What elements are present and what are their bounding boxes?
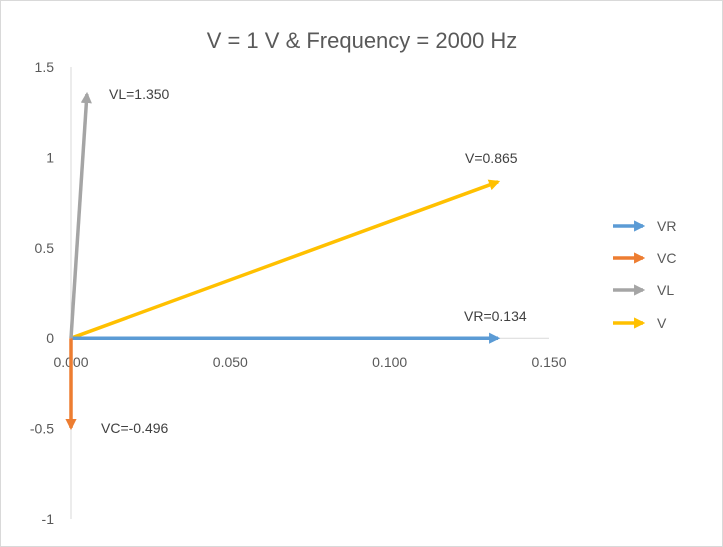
chart-title: V = 1 V & Frequency = 2000 Hz <box>207 28 518 53</box>
legend-label: V <box>657 315 667 331</box>
legend-item-vr: VR <box>613 218 676 234</box>
y-tick-label: 0.5 <box>35 240 55 256</box>
y-tick-label: 1.5 <box>35 59 55 75</box>
x-tick-label: 0.050 <box>213 354 248 370</box>
data-label-vl: VL=1.350 <box>109 86 170 102</box>
legend-item-v: V <box>613 315 667 331</box>
series-v-arrow <box>70 179 501 340</box>
data-label-v: V=0.865 <box>465 150 518 166</box>
legend: VR VC VL V <box>613 218 676 331</box>
legend-label: VR <box>657 218 676 234</box>
y-tick-label: 1 <box>46 149 54 165</box>
x-tick-label: 0.100 <box>372 354 407 370</box>
legend-label: VL <box>657 282 674 298</box>
series-vl-arrow <box>69 91 92 339</box>
y-tick-label: -1 <box>42 511 55 527</box>
data-labels: VR=0.134 VC=-0.496 VL=1.350 V=0.865 <box>101 86 527 436</box>
series-group <box>65 91 501 431</box>
legend-item-vc: VC <box>613 250 676 266</box>
x-tick-label: 0.150 <box>531 354 566 370</box>
y-tick-label: -0.5 <box>30 421 54 437</box>
legend-label: VC <box>657 250 676 266</box>
data-label-vc: VC=-0.496 <box>101 420 169 436</box>
legend-item-vl: VL <box>613 282 674 298</box>
y-tick-label: 0 <box>46 330 54 346</box>
data-label-vr: VR=0.134 <box>464 308 527 324</box>
